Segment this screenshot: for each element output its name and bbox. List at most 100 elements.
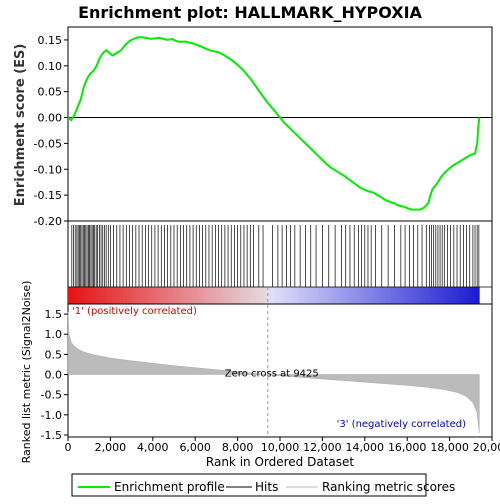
- rank-color-cell: [109, 287, 113, 304]
- rank-color-cell: [308, 287, 312, 304]
- rank-color-cell: [229, 287, 233, 304]
- rank-color-cell: [466, 287, 470, 304]
- rank-color-cell: [435, 287, 439, 304]
- rank-color-cell: [387, 287, 391, 304]
- x-tick-label: 16,000: [388, 441, 427, 454]
- rank-color-cell: [411, 287, 415, 304]
- rank-color-cell: [116, 287, 120, 304]
- rank-color-cell: [233, 287, 237, 304]
- rank-color-cell: [99, 287, 103, 304]
- rank-color-cell: [349, 287, 353, 304]
- rank-color-cell: [421, 287, 425, 304]
- rank-color-cell: [157, 287, 161, 304]
- legend-enrichment-label: Enrichment profile: [114, 480, 225, 494]
- rank-color-cell: [315, 287, 319, 304]
- rank-color-cell: [414, 287, 418, 304]
- rank-y-tick-label: 1.0: [45, 328, 63, 341]
- rank-color-cell: [356, 287, 360, 304]
- rank-color-cell: [476, 287, 480, 304]
- rank-color-cell: [246, 287, 250, 304]
- rank-y-tick-label: 0.5: [45, 348, 63, 361]
- es-y-tick-label: 0.00: [38, 112, 63, 125]
- rank-color-cell: [236, 287, 240, 304]
- rank-color-cell: [291, 287, 295, 304]
- rank-color-cell: [459, 287, 463, 304]
- rank-color-cell: [174, 287, 178, 304]
- rank-color-cell: [270, 287, 274, 304]
- rank-color-cell: [89, 287, 93, 304]
- rank-color-cell: [301, 287, 305, 304]
- rank-color-cell: [431, 287, 435, 304]
- rank-color-cell: [394, 287, 398, 304]
- es-y-tick-label: 0.10: [38, 60, 63, 73]
- rank-color-cell: [102, 287, 106, 304]
- rank-color-cell: [140, 287, 144, 304]
- rank-color-cell: [202, 287, 206, 304]
- rank-color-cell: [263, 287, 267, 304]
- rank-color-cell: [472, 287, 476, 304]
- rank-color-cell: [462, 287, 466, 304]
- rank-color-cell: [287, 287, 291, 304]
- rank-color-cell: [407, 287, 411, 304]
- rank-color-cell: [133, 287, 137, 304]
- rank-color-cell: [215, 287, 219, 304]
- rank-color-cell: [150, 287, 154, 304]
- rank-color-cell: [106, 287, 110, 304]
- rank-color-cell: [85, 287, 89, 304]
- rank-color-cell: [397, 287, 401, 304]
- x-tick-label: 10,000: [261, 441, 300, 454]
- rank-color-cell: [366, 287, 370, 304]
- rank-color-cell: [332, 287, 336, 304]
- rank-color-cell: [274, 287, 278, 304]
- rank-color-cell: [181, 287, 185, 304]
- rank-color-cell: [198, 287, 202, 304]
- es-axis-label: Enrichment score (ES): [13, 44, 28, 207]
- rank-color-cell: [298, 287, 302, 304]
- rank-color-cell: [311, 287, 315, 304]
- es-y-tick-label: -0.10: [34, 163, 62, 176]
- rank-y-tick-label: -1.5: [41, 429, 62, 442]
- x-tick-label: 4,000: [137, 441, 169, 454]
- rank-color-cell: [219, 287, 223, 304]
- rank-y-tick-label: -1.0: [41, 409, 62, 422]
- positive-correlation-label: '1' (positively correlated): [72, 306, 197, 317]
- rank-color-cell: [455, 287, 459, 304]
- rank-color-cell: [113, 287, 117, 304]
- rank-color-cell: [277, 287, 281, 304]
- rank-color-cell: [209, 287, 213, 304]
- x-tick-label: 20,000: [473, 441, 500, 454]
- rank-color-cell: [78, 287, 82, 304]
- es-y-tick-label: -0.05: [34, 137, 62, 150]
- es-y-tick-label: 0.05: [38, 86, 63, 99]
- rank-color-cell: [448, 287, 452, 304]
- rank-color-cell: [212, 287, 216, 304]
- rank-color-cell: [376, 287, 380, 304]
- rank-color-cell: [188, 287, 192, 304]
- rank-color-cell: [284, 287, 288, 304]
- es-y-tick-label: 0.15: [38, 34, 63, 47]
- rank-color-cell: [418, 287, 422, 304]
- zero-cross-label: Zero cross at 9425: [225, 369, 319, 380]
- x-tick-label: 14,000: [346, 441, 385, 454]
- rank-color-cell: [75, 287, 79, 304]
- x-tick-label: 0: [65, 441, 72, 454]
- rank-color-cell: [195, 287, 199, 304]
- rank-color-cell: [226, 287, 230, 304]
- x-axis-label: Rank in Ordered Dataset: [206, 455, 354, 469]
- negative-correlation-label: '3' (negatively correlated): [337, 419, 466, 430]
- x-tick-label: 2,000: [95, 441, 127, 454]
- rank-color-cell: [178, 287, 182, 304]
- rank-color-cell: [137, 287, 141, 304]
- rank-color-cell: [143, 287, 147, 304]
- rank-color-cell: [469, 287, 473, 304]
- rank-color-cell: [280, 287, 284, 304]
- rank-color-cell: [400, 287, 404, 304]
- rank-color-cell: [339, 287, 343, 304]
- rank-color-cell: [346, 287, 350, 304]
- rank-color-cell: [438, 287, 442, 304]
- rank-color-cell: [147, 287, 151, 304]
- rank-color-cell: [383, 287, 387, 304]
- rank-color-cell: [363, 287, 367, 304]
- rank-color-cell: [167, 287, 171, 304]
